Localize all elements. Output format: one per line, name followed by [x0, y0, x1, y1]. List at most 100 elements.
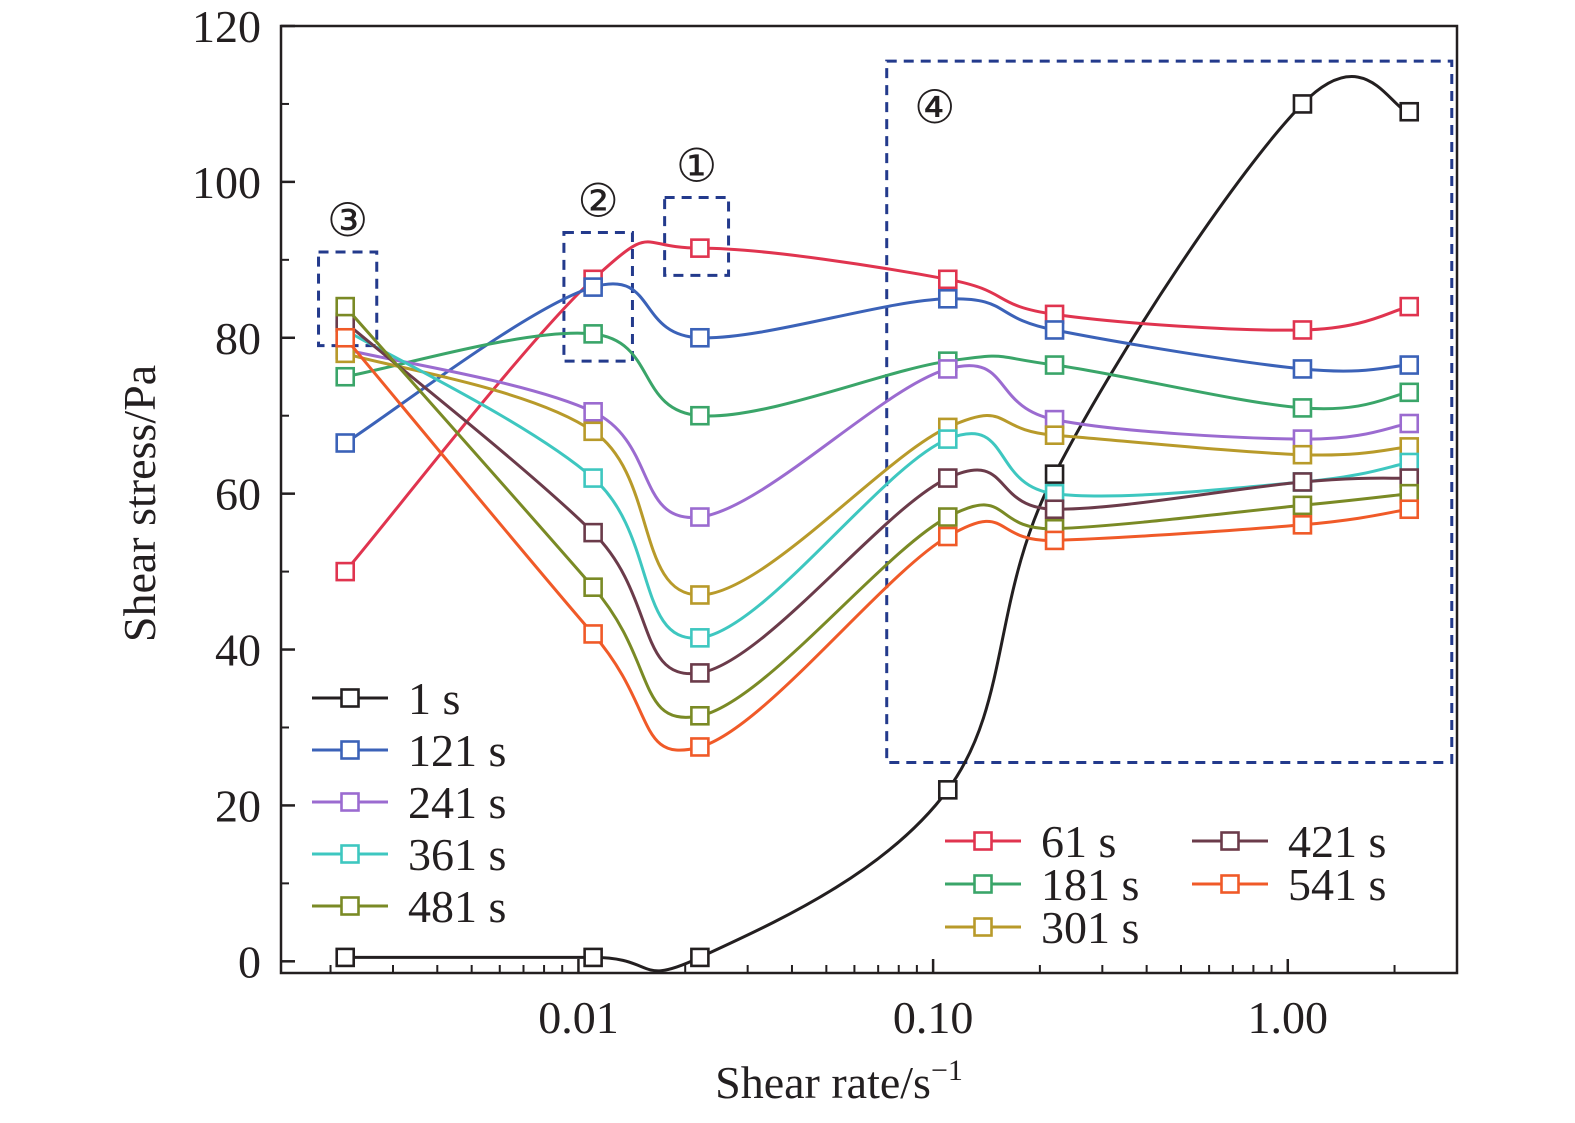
data-point [937, 780, 958, 800]
data-point [1292, 320, 1313, 340]
legend-label: 1 s [408, 673, 460, 724]
data-point [583, 324, 603, 344]
data-point [1044, 320, 1065, 340]
series-line-421s [344, 321, 1410, 676]
data-point [937, 269, 958, 290]
data-point [690, 705, 710, 726]
data-point [1399, 101, 1420, 122]
y-tick-label: 20 [215, 780, 261, 831]
annotation-label: ① [676, 140, 717, 191]
data-point [1292, 359, 1313, 379]
data-point [1044, 355, 1065, 375]
y-tick-label: 0 [238, 936, 261, 987]
legend-item-181s: 181 s [945, 859, 1139, 910]
series-481s [335, 296, 1420, 726]
legend-item-61s: 61 s [945, 816, 1116, 867]
data-point [1292, 94, 1313, 114]
series-line-61s [344, 240, 1410, 573]
legend-item-1s: 1 s [312, 673, 460, 724]
data-point [335, 947, 356, 968]
series-121s [335, 277, 1420, 453]
legend-swatch-marker [973, 917, 993, 937]
data-point [690, 737, 710, 757]
series-541s [335, 327, 1420, 757]
series-361s [335, 320, 1420, 648]
data-point [1399, 413, 1420, 434]
series-line-541s [344, 336, 1410, 752]
data-point [690, 663, 710, 683]
legend-item-301s: 301 s [945, 902, 1139, 953]
annotation-label: ④ [914, 82, 955, 133]
data-point [583, 947, 603, 968]
annotation-label: ③ [327, 195, 368, 246]
data-point [937, 429, 958, 449]
data-point [335, 561, 356, 582]
data-point [1292, 472, 1313, 492]
annotation-box [562, 231, 634, 363]
y-tick-label: 120 [192, 1, 261, 52]
data-point [690, 628, 710, 648]
data-point [937, 507, 958, 527]
data-point [1292, 398, 1313, 418]
x-tick-label: 0.10 [893, 992, 974, 1043]
data-point [583, 624, 603, 644]
y-tick-label: 60 [215, 469, 261, 520]
data-point [583, 421, 603, 442]
legend-swatch-marker [340, 896, 360, 916]
legend-label: 61 s [1041, 816, 1116, 867]
data-point [1399, 355, 1420, 375]
series-241s [335, 339, 1420, 527]
legend-swatch-marker [1220, 831, 1240, 851]
series-181s [335, 324, 1420, 426]
legend-swatch-marker [340, 792, 360, 812]
data-point [937, 359, 958, 379]
legend-label: 361 s [408, 829, 506, 880]
x-axis-title-superscript: −1 [931, 1054, 963, 1087]
data-point [690, 947, 710, 968]
legend-swatch-marker [340, 740, 360, 760]
data-point [335, 366, 356, 387]
x-tick-label: 1.00 [1248, 992, 1329, 1043]
legend-label: 541 s [1288, 859, 1386, 910]
data-point [937, 288, 958, 309]
data-point [1292, 495, 1313, 516]
data-point [335, 327, 356, 348]
annotation-box [317, 250, 379, 348]
data-point [1044, 464, 1065, 484]
legend-item-481s: 481 s [312, 881, 506, 932]
series-line-121s [344, 282, 1410, 445]
series-1s [335, 75, 1420, 973]
data-point [937, 468, 958, 488]
data-point [335, 433, 356, 453]
legend-swatch-marker [1220, 874, 1240, 894]
data-point [583, 402, 603, 422]
data-point [1399, 296, 1420, 317]
legend-label: 481 s [408, 881, 506, 932]
legend-swatch-marker [973, 874, 993, 894]
series-line-301s [344, 351, 1410, 597]
annotation-box [663, 195, 731, 277]
legend-item-361s: 361 s [312, 829, 506, 880]
data-point [1044, 530, 1065, 551]
legend-swatch-marker [973, 831, 993, 851]
x-axis-title: Shear rate/s−1 [715, 1054, 963, 1108]
data-point [1399, 499, 1420, 520]
legend-label: 121 s [408, 725, 506, 776]
y-tick-label: 40 [215, 625, 261, 676]
data-point [1292, 515, 1313, 535]
x-tick-label: 0.01 [538, 992, 619, 1043]
y-tick-label: 80 [215, 313, 261, 364]
series-line-241s [344, 348, 1410, 519]
annotation-label: ② [578, 176, 619, 227]
axes-layer: 0 20 40 60 80 100 120 0.01 0.10 1.00 Shear rate/s−… [114, 1, 1459, 1108]
plot-frame [279, 24, 1459, 975]
legend-item-121s: 121 s [312, 725, 506, 776]
series-line-481s [344, 305, 1410, 719]
data-point [335, 296, 356, 317]
data-point [1044, 425, 1065, 445]
data-point [583, 277, 603, 297]
data-point [690, 585, 710, 605]
